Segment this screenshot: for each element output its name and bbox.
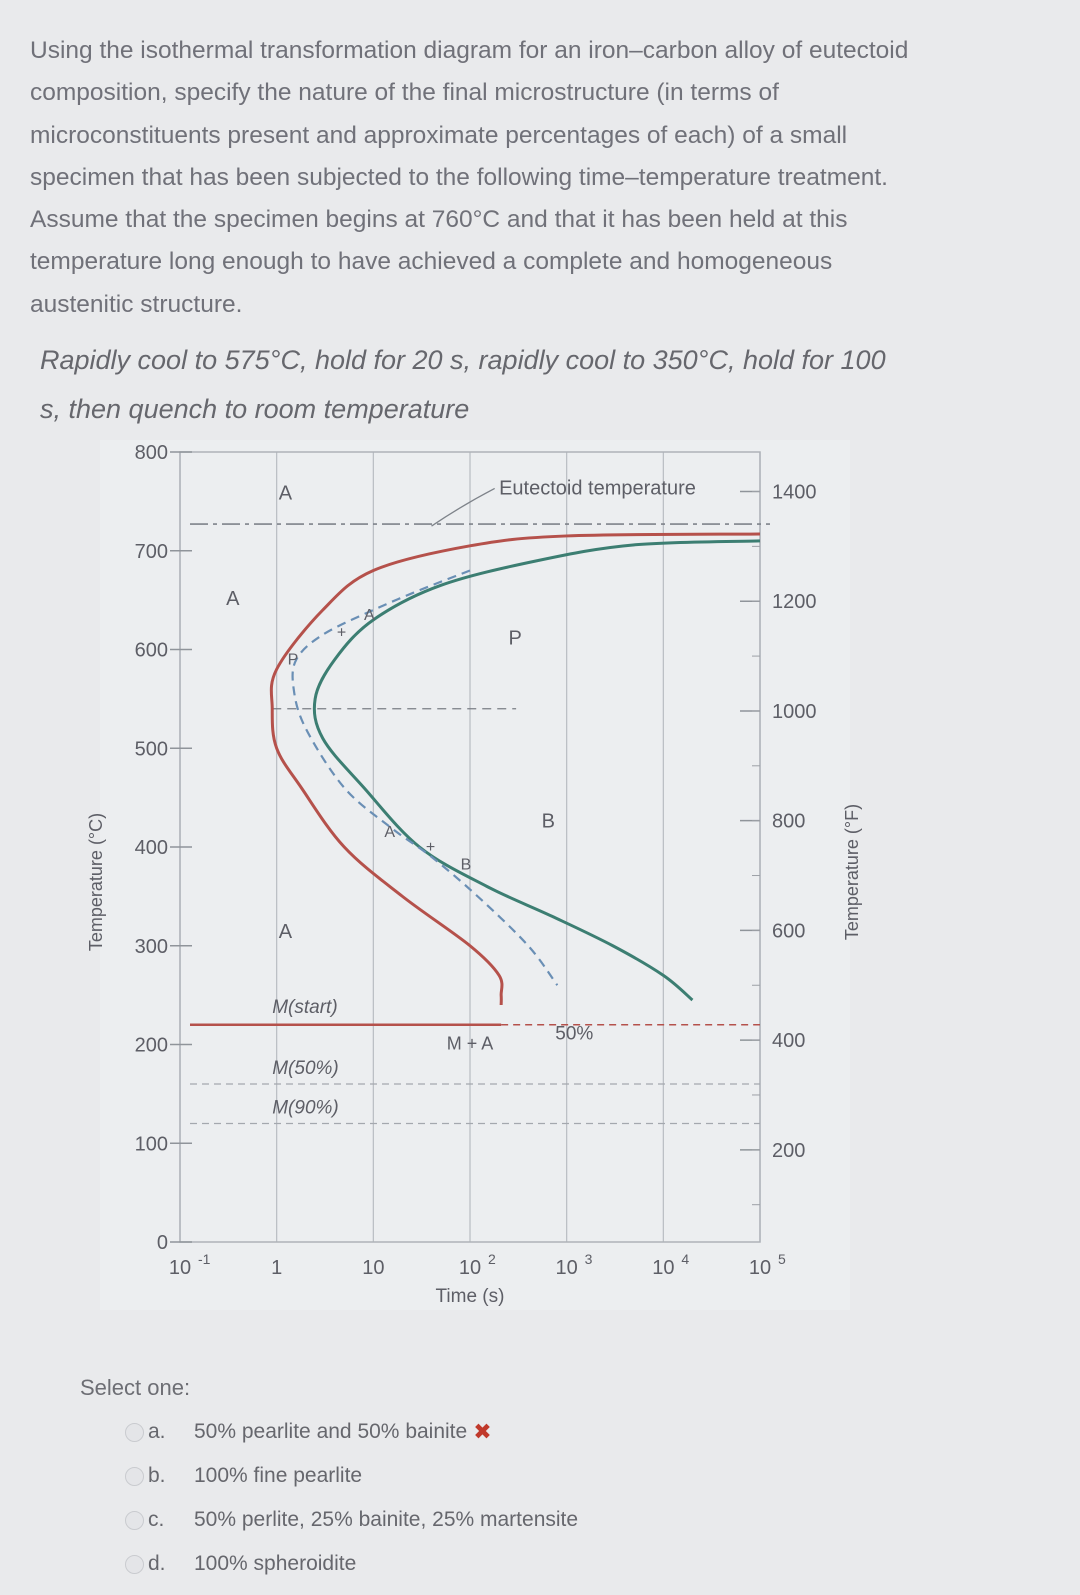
option-d[interactable]: d. 100% spheroidite — [125, 1542, 578, 1586]
y-right-tick-label: 800 — [772, 811, 805, 833]
y-right-tick-label: 1000 — [772, 701, 817, 723]
label-ab-b: B — [461, 857, 472, 874]
y-tick-label: 100 — [135, 1133, 168, 1155]
treatment-line: s, then quench to room temperature — [40, 394, 470, 424]
option-b[interactable]: b. 100% fine pearlite — [125, 1454, 578, 1498]
label-m-a: M + A — [447, 1033, 494, 1053]
y-tick-label: 400 — [135, 837, 168, 859]
option-text: 50% perlite, 25% bainite, 25% martensite — [194, 1508, 579, 1531]
question-text: Using the isothermal transformation diag… — [30, 30, 1040, 326]
answer-options: a. 50% pearlite and 50% bainite ✖ b. 100… — [125, 1410, 579, 1586]
question-line: Assume that the specimen begins at 760°C… — [30, 206, 848, 234]
radio-a[interactable] — [125, 1422, 144, 1442]
x-tick-label: 10 3 — [556, 1251, 593, 1279]
question-line: microconstituents present and approximat… — [30, 121, 848, 149]
label-m-50: M(50%) — [272, 1058, 339, 1079]
label-ap-p: P — [288, 651, 299, 668]
label-eutectoid: Eutectoid temperature — [499, 477, 696, 499]
label-ab-plus: + — [426, 839, 435, 856]
x-mark-icon: ✖ — [473, 1419, 492, 1444]
chart-axes — [170, 451, 761, 1243]
x-tick-exp: -1 — [198, 1251, 211, 1267]
label-ap-plus: + — [337, 625, 346, 642]
chart-curves — [190, 487, 770, 1125]
x-tick-base: 10 — [749, 1257, 771, 1279]
label-m-90: M(90%) — [272, 1098, 339, 1119]
y-right-tick-label: 1200 — [772, 591, 817, 613]
label-a-top: A — [279, 482, 293, 504]
option-text: 100% spheroidite — [194, 1552, 357, 1575]
question-line: composition, specify the nature of the f… — [30, 79, 779, 107]
x-tick-label: 10 -1 — [169, 1251, 211, 1279]
label-50-pct: 50% — [555, 1024, 593, 1045]
x-tick-exp: 4 — [681, 1251, 689, 1267]
y-tick-label: 700 — [135, 541, 168, 563]
x-tick-base: 10 — [459, 1257, 481, 1279]
x-tick-exp: 3 — [585, 1251, 593, 1267]
radio-d[interactable] — [125, 1554, 144, 1574]
chart-svg: 0 100 200 300 400 500 600 700 800 200 400 600 800 100… — [86, 440, 862, 1310]
y-tick-label: 500 — [135, 738, 168, 760]
chart-labels: 0 100 200 300 400 500 600 700 800 200 400 600 800 100… — [86, 442, 862, 1307]
y-axis-label-left: Temperature (°C) — [86, 813, 106, 951]
x-tick-base: 1 — [271, 1257, 282, 1279]
question-line: Using the isothermal transformation diag… — [30, 37, 909, 64]
x-tick-base: 10 — [362, 1257, 384, 1279]
x-tick-label: 1 — [271, 1257, 282, 1279]
curve-start — [269, 532, 761, 1006]
option-letter: c. — [148, 1508, 165, 1531]
y-right-tick-label: 600 — [772, 920, 805, 942]
option-text: 100% fine pearlite — [194, 1464, 363, 1487]
y-right-tick-label: 400 — [772, 1030, 805, 1052]
x-axis-label: Time (s) — [436, 1286, 505, 1307]
y-tick-label: 200 — [135, 1035, 168, 1057]
label-a-low: A — [279, 921, 293, 943]
y-tick-label: 0 — [157, 1232, 168, 1254]
label-b: B — [542, 810, 555, 832]
x-tick-base: 10 — [556, 1257, 578, 1279]
x-tick-exp: 2 — [488, 1251, 496, 1267]
x-tick-exp: 5 — [778, 1251, 786, 1267]
label-a-left: A — [226, 588, 240, 610]
label-ab-a: A — [384, 824, 395, 841]
eutectoid-pointer — [431, 487, 495, 527]
x-tick-label: 10 4 — [652, 1251, 689, 1279]
y-right-tick-label: 1400 — [772, 482, 817, 504]
option-text: 50% pearlite and 50% bainite — [194, 1420, 468, 1443]
treatment-text: Rapidly cool to 575°C, hold for 20 s, ra… — [40, 336, 1040, 434]
y-right-tick-label: 200 — [772, 1140, 805, 1162]
question-line: austenitic structure. — [30, 290, 243, 318]
isothermal-transformation-diagram: 0 100 200 300 400 500 600 700 800 200 400 600 800 100… — [80, 432, 870, 1332]
y-tick-label: 600 — [135, 640, 168, 662]
treatment-line: Rapidly cool to 575°C, hold for 20 s, ra… — [40, 345, 886, 375]
radio-b[interactable] — [125, 1466, 144, 1486]
option-letter: d. — [148, 1552, 166, 1575]
radio-c[interactable] — [125, 1510, 144, 1530]
option-a[interactable]: a. 50% pearlite and 50% bainite ✖ — [125, 1410, 578, 1454]
x-tick-label: 10 2 — [459, 1251, 496, 1279]
option-letter: a. — [148, 1420, 166, 1443]
x-tick-base: 10 — [652, 1257, 674, 1279]
select-one-label: Select one: — [80, 1375, 191, 1400]
y-axis-label-right: Temperature (°F) — [842, 804, 862, 940]
label-ap-a: A — [364, 607, 375, 624]
x-tick-base: 10 — [169, 1257, 191, 1279]
curve-50% — [312, 539, 761, 1002]
question-line: temperature long enough to have achieved… — [30, 248, 833, 276]
question-line: specimen that has been subjected to the … — [30, 163, 888, 191]
chart-background — [100, 440, 850, 1310]
y-tick-label: 300 — [135, 936, 168, 958]
y-tick-label: 800 — [135, 442, 168, 464]
curve-start-dashed — [291, 569, 559, 986]
label-m-start: M(start) — [272, 997, 337, 1018]
label-p: P — [508, 628, 521, 650]
option-c[interactable]: c. 50% perlite, 25% bainite, 25% martens… — [125, 1498, 579, 1542]
x-tick-label: 10 — [362, 1257, 384, 1279]
option-letter: b. — [148, 1464, 166, 1487]
x-tick-label: 10 5 — [749, 1251, 786, 1279]
